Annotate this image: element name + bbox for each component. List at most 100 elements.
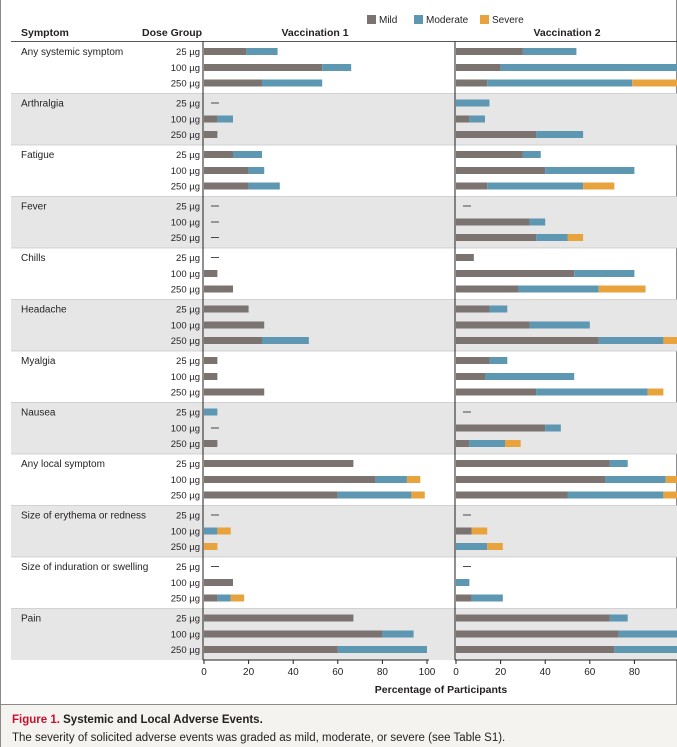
bar-segment-mild [456, 424, 546, 432]
bar-segment-moderate [382, 630, 414, 638]
bar-segment-mild [204, 305, 249, 313]
dose-label: 250 µg [171, 491, 200, 502]
bar-segment-moderate [204, 527, 218, 535]
bar-segment-mild [204, 48, 247, 55]
bar-segment-mild [204, 79, 262, 87]
bar-segment-mild [456, 440, 470, 447]
bar-segment-moderate [217, 115, 233, 123]
bar-segment-mild [204, 285, 233, 293]
bar-segment-severe [406, 476, 421, 483]
x-tick-label: 40 [288, 667, 300, 678]
bar-segment-moderate [469, 115, 485, 123]
x-tick-label: 20 [495, 667, 507, 678]
bar-segment-moderate [337, 491, 412, 499]
bar-segment-mild [204, 491, 338, 499]
bar-segment-moderate [471, 594, 503, 602]
figure-number: Figure 1. [12, 714, 60, 726]
bar-segment-severe [505, 440, 521, 447]
bar-segment-severe [230, 594, 245, 602]
legend-swatch-severe [480, 15, 489, 24]
bar-segment-mild [456, 182, 488, 190]
bar-segment-mild [456, 234, 537, 241]
bar-segment-mild [204, 440, 218, 447]
figure-caption: Figure 1. Systemic and Local Adverse Eve… [1, 704, 677, 747]
x-tick-label: 40 [540, 667, 552, 678]
legend-label-mild: Mild [379, 15, 397, 26]
bar-segment-moderate [567, 491, 664, 499]
bar-segment-moderate [217, 594, 231, 602]
symptom-label: Pain [21, 614, 41, 625]
dose-label: 25 µg [176, 562, 200, 573]
bar-segment-moderate [609, 614, 628, 622]
panel-title-1: Vaccination 1 [281, 27, 348, 39]
dose-label: 25 µg [176, 99, 200, 110]
bar-segment-mild [204, 321, 265, 329]
bar-segment-mild [456, 79, 488, 87]
x-axis-label: Percentage of Participants [375, 684, 508, 696]
bar-segment-moderate [489, 357, 508, 364]
bar-segment-mild [204, 64, 323, 71]
bar-segment-mild [456, 321, 530, 329]
bar-segment-severe [204, 543, 218, 550]
legend-swatch-mild [367, 15, 376, 24]
group-band-7 [11, 402, 677, 454]
bar-segment-mild [456, 646, 615, 653]
dose-label: 100 µg [171, 630, 200, 641]
bar-segment-moderate [598, 337, 664, 344]
bar-segment-severe [665, 476, 677, 483]
bar-segment-severe [583, 182, 615, 190]
bar-segment-moderate [248, 182, 280, 190]
bar-segment-mild [456, 614, 610, 622]
symptom-column-header: Symptom [21, 27, 69, 39]
dose-label: 25 µg [176, 305, 200, 316]
bar-segment-moderate [545, 424, 561, 432]
dose-label: 250 µg [171, 542, 200, 553]
bar-segment-moderate [204, 408, 218, 416]
bar-segment-mild [456, 285, 519, 293]
symptom-label: Size of induration or swelling [21, 562, 148, 573]
x-tick-label: 20 [243, 667, 255, 678]
dose-label: 250 µg [171, 388, 200, 399]
bar-segment-moderate [605, 476, 666, 483]
bar-segment-severe [632, 79, 677, 87]
bar-segment-mild [456, 337, 599, 344]
x-tick-label: 80 [377, 667, 389, 678]
bar-segment-moderate [529, 321, 590, 329]
symptom-label: Any local symptom [21, 459, 105, 470]
x-tick-label: 80 [629, 667, 641, 678]
bar-segment-mild [204, 373, 218, 380]
bar-segment-mild [456, 388, 537, 396]
bar-segment-severe [598, 285, 646, 293]
dose-label: 100 µg [171, 578, 200, 589]
caption-text: The severity of solicited adverse events… [12, 732, 506, 744]
bar-segment-mild [204, 270, 218, 277]
dose-label: 25 µg [176, 47, 200, 58]
dose-label: 100 µg [171, 63, 200, 74]
bar-segment-mild [456, 357, 490, 364]
bar-segment-mild [204, 476, 376, 483]
bar-segment-moderate [518, 285, 599, 293]
dose-label: 25 µg [176, 150, 200, 161]
bar-segment-mild [456, 48, 523, 55]
symptom-label: Headache [21, 305, 67, 316]
caption-heading: Figure 1. Systemic and Local Adverse Eve… [12, 711, 677, 729]
bar-segment-moderate [536, 388, 648, 396]
legend-label-severe: Severe [492, 15, 524, 26]
bar-segment-moderate [456, 579, 470, 586]
bar-segment-mild [204, 337, 262, 344]
bar-segment-mild [204, 460, 354, 467]
dose-label: 250 µg [171, 182, 200, 193]
bar-segment-moderate [261, 337, 309, 344]
bar-segment-mild [456, 305, 490, 313]
bar-segment-moderate [375, 476, 407, 483]
bar-segment-mild [456, 115, 470, 123]
bar-segment-moderate [469, 440, 506, 447]
bar-segment-mild [456, 594, 472, 602]
bar-segment-mild [204, 630, 383, 638]
symptom-label: Size of erythema or redness [21, 511, 146, 522]
bar-segment-mild [204, 388, 265, 396]
bar-segment-moderate [261, 79, 323, 87]
bar-segment-mild [456, 131, 537, 138]
bar-segment-severe [647, 388, 664, 396]
